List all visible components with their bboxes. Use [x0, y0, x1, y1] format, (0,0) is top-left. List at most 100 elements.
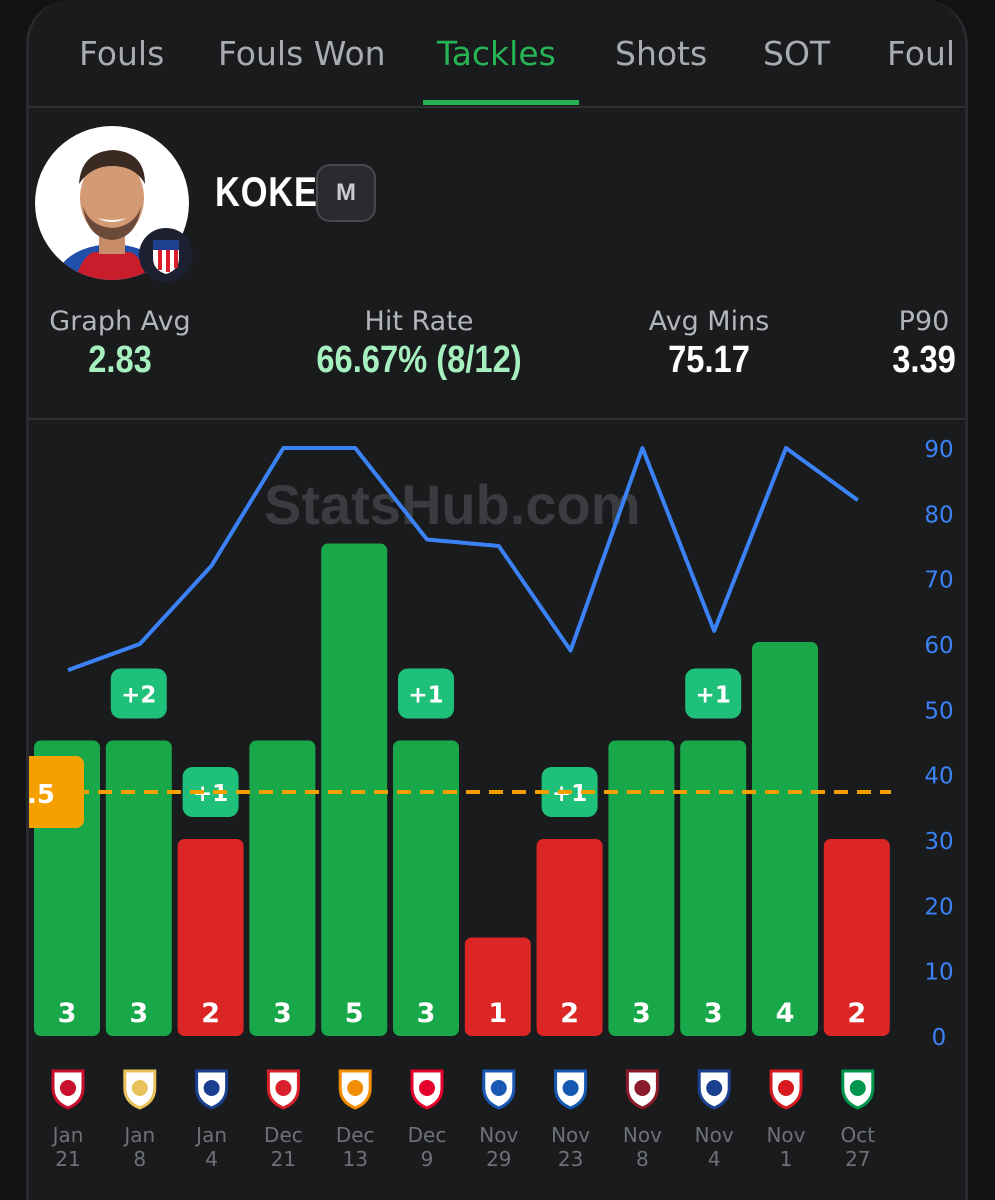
match-date-day: 1 [780, 1147, 793, 1171]
tackle-bar [321, 543, 388, 1036]
match-date-day: 4 [205, 1147, 218, 1171]
tackle-bar [393, 740, 459, 1036]
crest-emblem [60, 1080, 76, 1096]
tackle-bar [177, 839, 244, 1036]
tab-fouls-won[interactable]: Fouls Won [218, 34, 386, 73]
minutes-axis-tick: 20 [924, 894, 953, 920]
bar-value-label: 3 [58, 998, 77, 1029]
stat-label: Hit Rate [364, 306, 474, 337]
stat-value: 2.83 [88, 339, 152, 381]
position-badge: M [316, 164, 376, 222]
bar-value-label: 2 [201, 998, 220, 1029]
stat-label: P90 [898, 306, 950, 337]
minutes-axis-tick: 0 [932, 1025, 947, 1051]
match-date-month: Dec [336, 1123, 375, 1147]
tackle-bar [823, 839, 890, 1036]
crest-emblem [131, 1080, 148, 1096]
bonus-pill-label: +2 [121, 683, 156, 709]
bar-value-label: 1 [488, 998, 507, 1029]
crest-emblem [203, 1080, 220, 1096]
bar-value-label: 4 [776, 998, 795, 1029]
tackles-chart-svg: StatsHub.com 0 10 20 30 40 50 60 70 80 90 3 3 +2 2 +1 3 5… [29, 437, 954, 1171]
stat-label: Graph Avg [49, 306, 191, 337]
bar-value-label: 3 [417, 998, 436, 1029]
match-date-month: Oct [841, 1123, 876, 1147]
bar-value-label: 3 [129, 998, 148, 1029]
threshold-label-box [29, 756, 84, 828]
minutes-axis-tick: 40 [924, 764, 953, 790]
match-date-day: 21 [55, 1147, 80, 1171]
bar-value-label: 5 [345, 998, 364, 1029]
match-date-day: 8 [133, 1147, 146, 1171]
stat-value: 66.67% (8/12) [316, 339, 522, 381]
stat-label: Avg Mins [648, 306, 770, 337]
match-date-month: Nov [479, 1123, 518, 1147]
tackle-bar [536, 839, 603, 1036]
tackle-bar [752, 642, 818, 1036]
bonus-pill-label: +1 [696, 683, 731, 709]
match-date-month: Jan [194, 1123, 227, 1147]
crest-emblem [562, 1080, 579, 1096]
bonus-pill [398, 668, 454, 719]
match-date-month: Dec [408, 1123, 447, 1147]
match-date-day: 23 [558, 1147, 583, 1171]
crest-emblem [419, 1080, 435, 1096]
stat-value: 75.17 [668, 339, 750, 381]
stat-avg-mins: Avg Mins 75.17 [629, 306, 789, 382]
minutes-axis-tick: 30 [924, 829, 953, 855]
bar-value-label: 3 [704, 998, 723, 1029]
tackle-bar [608, 740, 675, 1036]
crest-emblem [778, 1080, 794, 1096]
match-date-month: Jan [51, 1123, 84, 1147]
bonus-pill-label: +1 [408, 683, 443, 709]
tab-fouls[interactable]: Fouls [79, 34, 165, 73]
player-header: KOKE M Graph Avg 2.83 Hit Rate 66.67% (8… [29, 108, 965, 420]
stat-value: 3.39 [892, 339, 956, 381]
match-date-day: 9 [421, 1147, 434, 1171]
match-date-day: 4 [708, 1147, 721, 1171]
atletico-madrid-badge-icon [139, 228, 193, 282]
minutes-line [67, 446, 859, 673]
tackles-chart: StatsHub.com 0 10 20 30 40 50 60 70 80 90 3 3 +2 2 +1 3 5… [29, 420, 965, 1200]
match-date-month: Nov [695, 1123, 734, 1147]
player-name: KOKE [215, 168, 318, 215]
stat-graph-avg: Graph Avg 2.83 [45, 306, 195, 382]
match-date-day: 27 [845, 1147, 870, 1171]
active-tab-indicator [423, 100, 579, 105]
tab-foul[interactable]: Foul [887, 34, 956, 73]
tab-tackles[interactable]: Tackles [437, 34, 556, 73]
tab-shots[interactable]: Shots [615, 34, 708, 73]
bar-value-label: 3 [632, 998, 651, 1029]
app-frame: Fouls Fouls Won Tackles Shots SOT Foul [26, 0, 968, 1200]
player-photo-icon [53, 150, 171, 280]
threshold-label: .5 [29, 780, 55, 810]
minutes-axis-tick: 50 [924, 698, 953, 724]
crest-emblem [275, 1080, 292, 1096]
crest-emblem [634, 1080, 651, 1096]
bar-value-label: 2 [847, 998, 866, 1029]
watermark-text: StatsHub.com [264, 473, 641, 536]
match-date-month: Jan [122, 1123, 155, 1147]
bonus-pill [110, 668, 167, 719]
stat-p90: P90 3.39 [879, 306, 965, 382]
match-date-day: 13 [342, 1147, 367, 1171]
stat-hit-rate: Hit Rate 66.67% (8/12) [299, 306, 539, 382]
tab-sot[interactable]: SOT [763, 34, 831, 73]
stat-tabs: Fouls Fouls Won Tackles Shots SOT Foul [29, 0, 965, 108]
crest-emblem [490, 1080, 507, 1096]
match-date-month: Dec [264, 1123, 303, 1147]
bar-value-label: 3 [273, 998, 292, 1029]
bonus-pill [182, 767, 239, 817]
match-date-month: Nov [551, 1123, 590, 1147]
match-date-day: 29 [486, 1147, 511, 1171]
crest-emblem [347, 1080, 364, 1096]
match-date-month: Nov [623, 1123, 662, 1147]
tackle-bar [464, 937, 531, 1036]
minutes-axis-tick: 10 [924, 960, 953, 986]
minutes-axis-tick: 80 [924, 502, 953, 528]
bar-value-label: 2 [560, 998, 579, 1029]
crest-emblem [706, 1080, 723, 1096]
tackle-bar [680, 740, 747, 1036]
player-avatar[interactable] [35, 126, 189, 280]
crest-emblem [849, 1080, 866, 1096]
